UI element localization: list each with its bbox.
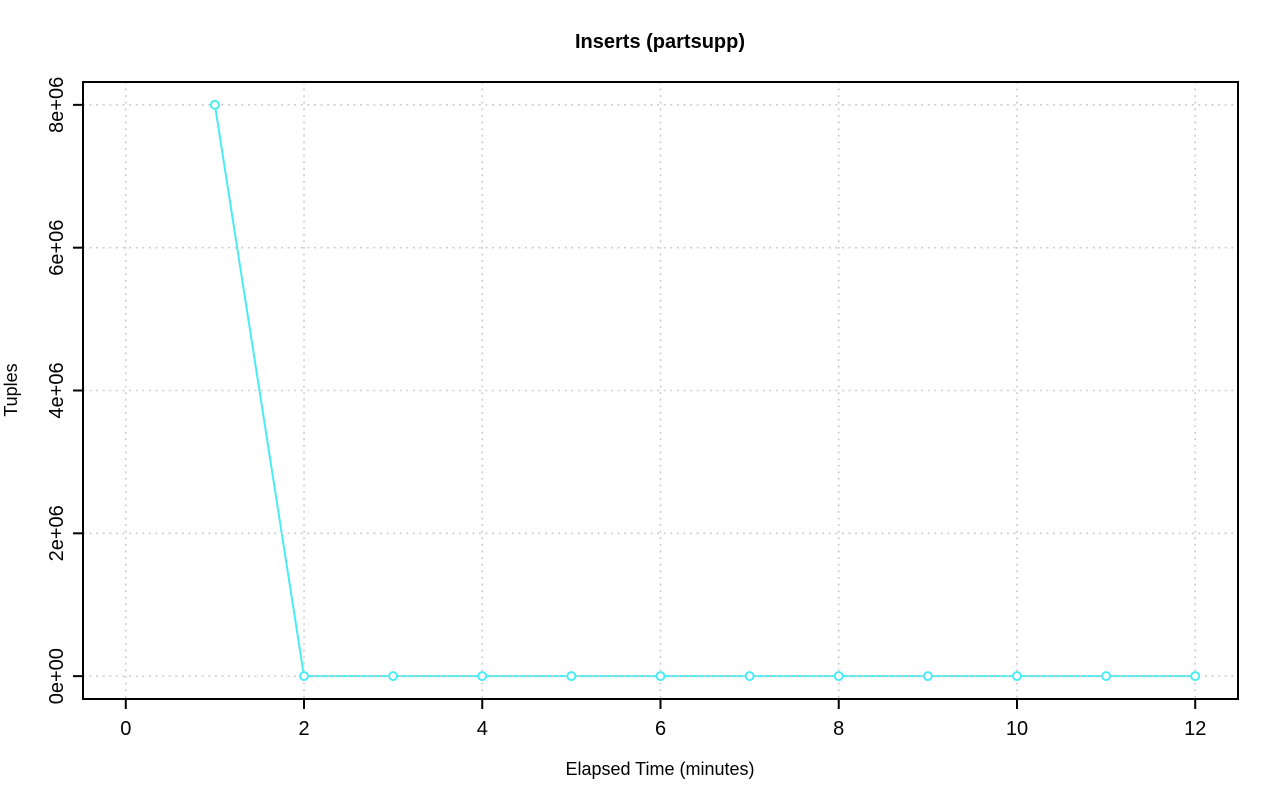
data-point: [209, 99, 220, 110]
x-axis-label: Elapsed Time (minutes): [565, 759, 754, 779]
data-point: [1190, 671, 1201, 682]
x-tick-label: 4: [477, 718, 488, 740]
data-point: [744, 671, 755, 682]
y-tick-label: 0e+00: [46, 648, 68, 704]
plot-border: [82, 81, 1239, 700]
axis-ticks-layer: 0 2 4 6 8 10 12 0e+00 2e+06 4e+06 6e+06 8e+06: [46, 77, 1206, 740]
chart-title: Inserts (partsupp): [575, 31, 745, 53]
y-tick-label: 8e+06: [46, 77, 68, 133]
data-point: [477, 671, 488, 682]
x-tick-label: 12: [1184, 718, 1206, 740]
x-tick-label: 8: [833, 718, 844, 740]
gridline-layer: [83, 82, 1238, 699]
data-point: [655, 671, 666, 682]
data-points-layer: [209, 99, 1201, 682]
data-point: [388, 671, 399, 682]
x-tick-label: 6: [655, 718, 666, 740]
y-axis-label: Tuples: [1, 363, 21, 416]
data-point: [299, 671, 310, 682]
data-point: [922, 671, 933, 682]
x-tick-label: 10: [1006, 718, 1028, 740]
x-tick-label: 2: [298, 718, 309, 740]
data-point: [566, 671, 577, 682]
data-point: [833, 671, 844, 682]
data-point: [1011, 671, 1022, 682]
x-tick-label: 0: [120, 718, 131, 740]
y-tick-label: 2e+06: [46, 505, 68, 561]
y-tick-label: 6e+06: [46, 220, 68, 276]
data-point: [1101, 671, 1112, 682]
y-tick-label: 4e+06: [46, 362, 68, 418]
